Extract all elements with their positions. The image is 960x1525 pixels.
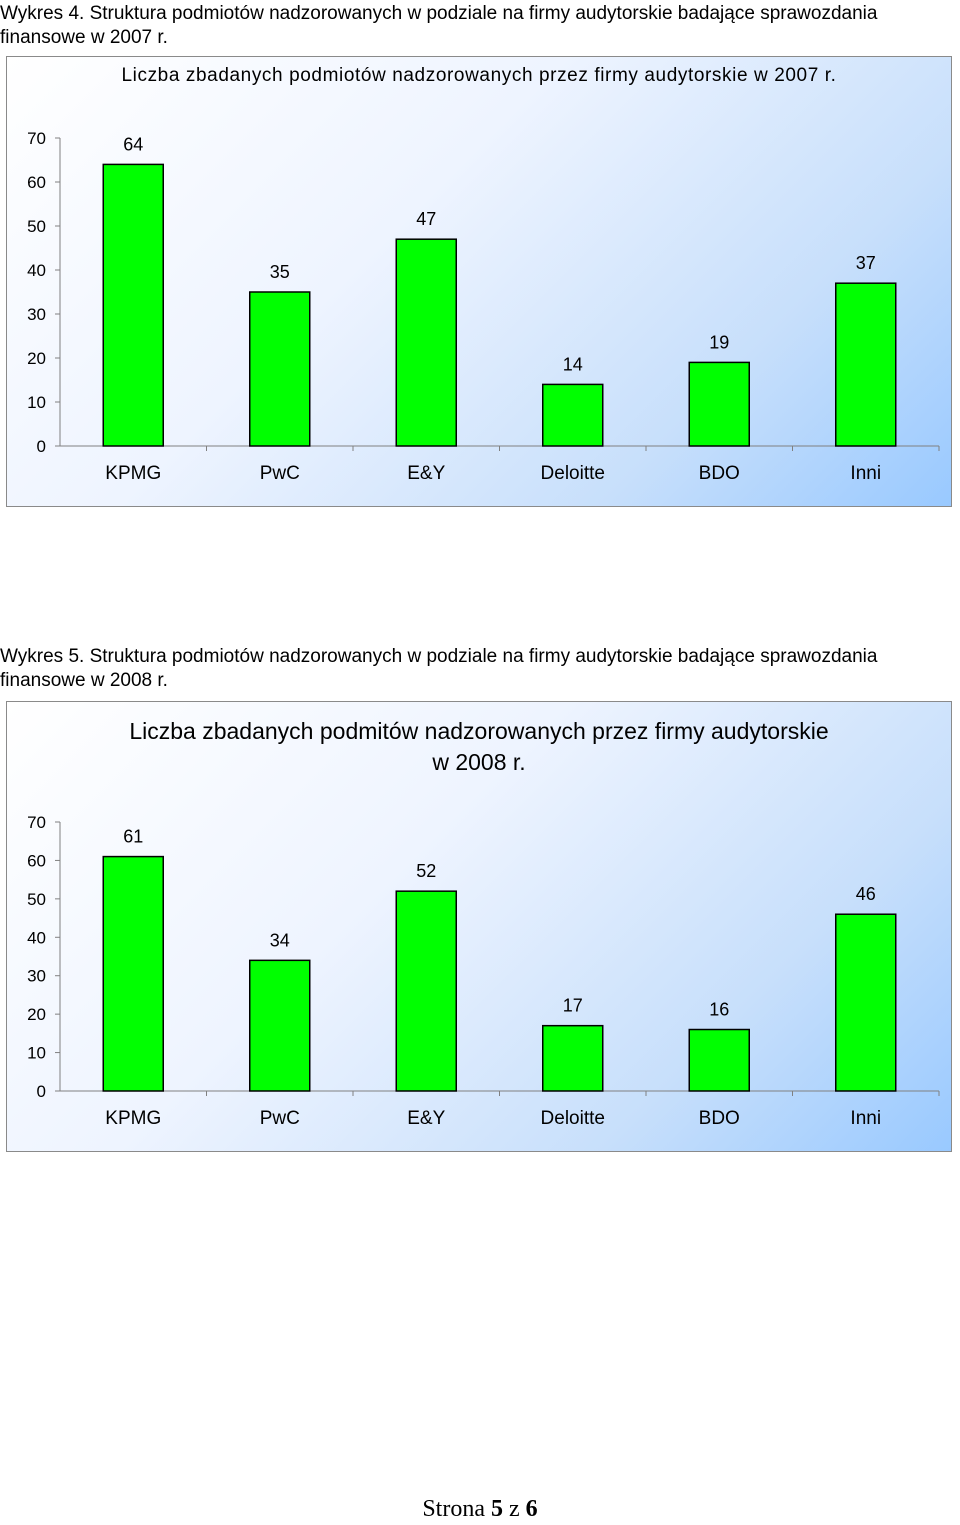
footer-prefix: Strona xyxy=(422,1496,485,1522)
category-label: PwC xyxy=(260,1108,300,1129)
y-tick-label: 50 xyxy=(27,217,46,236)
category-label: PwC xyxy=(260,463,300,484)
y-tick-label: 60 xyxy=(27,173,46,192)
chart-title: Liczba zbadanych podmiotów nadzorowanych… xyxy=(121,65,836,86)
category-label: KPMG xyxy=(105,1108,161,1129)
category-label: BDO xyxy=(699,1108,740,1129)
bar-bdo-2008 xyxy=(688,1028,750,1092)
bar-value-label: 52 xyxy=(416,861,436,881)
bar-pwc-2008 xyxy=(249,959,311,1092)
bar-value-label: 14 xyxy=(563,354,583,374)
chart-title: Liczba zbadanych podmitów nadzorowanych … xyxy=(129,718,828,775)
category-label: E&Y xyxy=(407,1108,445,1129)
bar-value-label: 16 xyxy=(709,1000,729,1020)
category-label: Inni xyxy=(850,463,881,484)
bar-kpmg-2007 xyxy=(102,163,164,447)
chart-2008-svg: Liczba zbadanych podmitów nadzorowanych … xyxy=(27,718,940,1129)
category-label: E&Y xyxy=(407,463,445,484)
category-label: KPMG xyxy=(105,463,161,484)
bar-value-label: 64 xyxy=(123,134,143,154)
bar-value-label: 19 xyxy=(709,332,729,352)
category-label: Deloitte xyxy=(541,1108,605,1129)
bar-ey-2008 xyxy=(395,890,457,1092)
bar-value-label: 17 xyxy=(563,996,583,1016)
bar-deloitte-2007 xyxy=(542,383,604,447)
y-tick-label: 30 xyxy=(27,305,46,324)
y-tick-label: 40 xyxy=(27,261,46,280)
footer-page-total: 6 xyxy=(525,1496,538,1522)
bar-value-label: 37 xyxy=(856,253,876,273)
bar-pwc-2007 xyxy=(249,291,311,447)
y-tick-label: 20 xyxy=(27,349,46,368)
y-tick-label: 70 xyxy=(27,813,46,832)
footer-page-number: 5 xyxy=(491,1496,503,1522)
y-tick-label: 30 xyxy=(27,967,46,986)
bar-bdo-2007 xyxy=(688,361,750,447)
bar-ey-2007 xyxy=(395,238,457,447)
y-tick-label: 20 xyxy=(27,1005,46,1024)
chart-2007-svg: Liczba zbadanych podmiotów nadzorowanych… xyxy=(27,65,940,484)
bar-chart-2007: Liczba zbadanych podmiotów nadzorowanych… xyxy=(6,56,952,507)
bar-value-label: 47 xyxy=(416,209,436,229)
bar-inni-2008 xyxy=(835,913,897,1092)
page-footer: Strona 5 z 6 xyxy=(0,1496,960,1523)
category-label: BDO xyxy=(699,463,740,484)
bar-value-label: 34 xyxy=(270,930,290,950)
chart-caption-2007: Wykres 4. Struktura podmiotów nadzorowan… xyxy=(0,3,878,48)
bar-chart-2008: Liczba zbadanych podmitów nadzorowanych … xyxy=(6,701,952,1152)
bar-inni-2007 xyxy=(835,282,897,447)
y-tick-label: 70 xyxy=(27,129,46,148)
y-tick-label: 10 xyxy=(27,393,46,412)
footer-separator: z xyxy=(509,1496,520,1522)
chart-caption-2008: Wykres 5. Struktura podmiotów nadzorowan… xyxy=(0,646,878,691)
bar-value-label: 61 xyxy=(123,827,143,847)
y-tick-label: 50 xyxy=(27,890,46,909)
category-label: Inni xyxy=(850,1108,881,1129)
category-label: Deloitte xyxy=(541,463,605,484)
bar-value-label: 35 xyxy=(270,262,290,282)
y-tick-label: 10 xyxy=(27,1044,46,1063)
bar-kpmg-2008 xyxy=(102,855,164,1092)
y-tick-label: 0 xyxy=(37,437,46,456)
y-tick-label: 0 xyxy=(37,1082,46,1101)
y-tick-label: 40 xyxy=(27,928,46,947)
bar-value-label: 46 xyxy=(856,884,876,904)
bar-deloitte-2008 xyxy=(542,1024,604,1092)
y-tick-label: 60 xyxy=(27,851,46,870)
